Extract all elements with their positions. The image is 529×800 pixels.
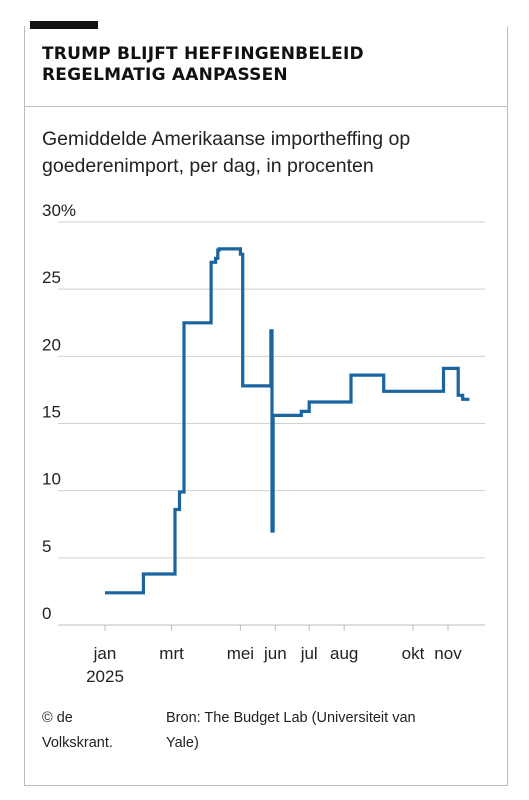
y-tick-label: 0 <box>42 604 51 623</box>
y-tick-label: 20 <box>42 335 61 354</box>
chart-card-frame <box>24 26 508 786</box>
title-line-1: TRUMP BLIJFT HEFFINGENBELEID <box>42 44 364 64</box>
y-tick-label: 25 <box>42 268 61 287</box>
series-line <box>105 247 470 595</box>
x-tick-label: mrt <box>159 644 184 663</box>
x-tick-label: okt <box>402 644 425 663</box>
credit-line-1: © de <box>42 710 73 726</box>
y-tick-label: 15 <box>42 403 61 422</box>
y-tick-label: 5 <box>42 537 51 556</box>
x-tick-label: jul <box>300 644 318 663</box>
credit: © de Volkskrant. <box>42 706 152 756</box>
x-tick-label: jun <box>263 644 287 663</box>
title-divider <box>24 106 508 107</box>
source-line-2: Yale) <box>166 735 199 751</box>
source: Bron: The Budget Lab (Universiteit van Y… <box>166 706 466 756</box>
credit-line-2: Volkskrant. <box>42 735 113 751</box>
subtitle-line-1: Gemiddelde Amerikaanse importheffing op <box>42 128 411 150</box>
header-accent-bar <box>30 21 98 29</box>
y-tick-label: 10 <box>42 470 61 489</box>
chart-subtitle: Gemiddelde Amerikaanse importheffing op … <box>42 126 482 180</box>
x-tick-label: mei <box>227 644 254 663</box>
x-tick-label: jan <box>93 644 117 663</box>
x-tick-label: nov <box>434 644 462 663</box>
title-line-2: REGELMATIG AANPASSEN <box>42 65 288 85</box>
y-tick-label: 30% <box>42 201 76 220</box>
subtitle-line-2: goederenimport, per dag, in procenten <box>42 155 374 177</box>
source-line-1: Bron: The Budget Lab (Universiteit van <box>166 710 416 726</box>
x-tick-label: aug <box>330 644 358 663</box>
chart-title: TRUMP BLIJFT HEFFINGENBELEID REGELMATIG … <box>42 44 482 86</box>
x-tick-sublabel: 2025 <box>86 667 124 686</box>
